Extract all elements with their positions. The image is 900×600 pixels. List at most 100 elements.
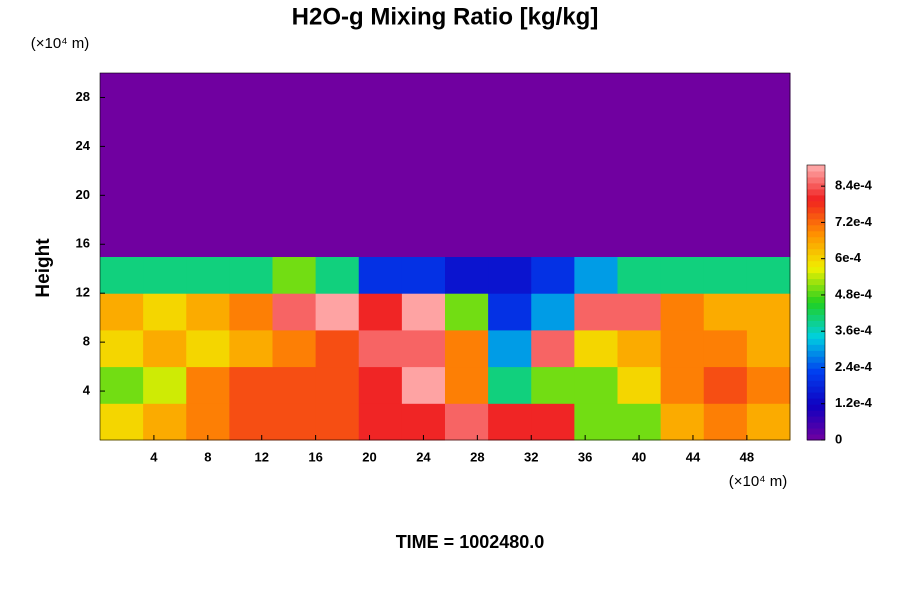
cell bbox=[401, 256, 446, 294]
cell bbox=[315, 73, 360, 111]
colorbar-frame bbox=[806, 164, 826, 441]
x-tick-label: 4 bbox=[150, 449, 158, 464]
cell bbox=[445, 293, 489, 331]
cell bbox=[488, 219, 532, 257]
colorbar-band bbox=[807, 296, 825, 303]
cell bbox=[272, 73, 317, 111]
cell bbox=[358, 183, 403, 221]
y-tick-label: 28 bbox=[76, 89, 90, 104]
cell bbox=[143, 293, 187, 331]
y-tick-label: 24 bbox=[76, 138, 91, 153]
colorbar-band bbox=[807, 344, 825, 351]
cell bbox=[358, 403, 403, 441]
cell bbox=[272, 403, 317, 441]
colorbar-band bbox=[807, 308, 825, 315]
colorbar-band bbox=[807, 224, 825, 232]
cell bbox=[143, 183, 187, 221]
cell bbox=[229, 329, 273, 368]
cell bbox=[488, 183, 532, 221]
cell bbox=[186, 293, 230, 331]
colorbar-tick-label: 1.2e-4 bbox=[835, 395, 873, 410]
cell bbox=[186, 329, 230, 368]
colorbar-band bbox=[807, 272, 825, 280]
cell bbox=[229, 73, 273, 111]
cell bbox=[488, 146, 532, 184]
x-tick-label: 28 bbox=[470, 449, 484, 464]
cell bbox=[143, 73, 187, 111]
colorbar-band bbox=[807, 188, 825, 196]
cell bbox=[574, 366, 618, 404]
y-unit: (×10⁴ m) bbox=[31, 35, 90, 52]
x-tick-label: 16 bbox=[308, 449, 322, 464]
cell bbox=[574, 146, 618, 184]
x-tick-label: 32 bbox=[524, 449, 538, 464]
colorbar-band bbox=[807, 398, 825, 405]
colorbar-band bbox=[807, 422, 825, 429]
colorbar-band bbox=[807, 404, 825, 411]
cell bbox=[617, 183, 662, 221]
cell bbox=[229, 256, 273, 294]
cell bbox=[186, 366, 230, 404]
cell bbox=[574, 109, 618, 147]
colorbar-band bbox=[807, 428, 825, 435]
cell bbox=[660, 146, 705, 184]
cell bbox=[143, 109, 187, 147]
x-tick-label: 8 bbox=[204, 449, 211, 464]
cell bbox=[746, 109, 791, 147]
cell bbox=[617, 219, 662, 257]
cell bbox=[143, 146, 187, 184]
cell bbox=[315, 403, 360, 441]
cell bbox=[617, 146, 662, 184]
x-tick-label: 44 bbox=[686, 449, 701, 464]
colorbar-band bbox=[807, 242, 825, 250]
cell bbox=[574, 293, 618, 331]
cell bbox=[746, 146, 791, 184]
cell bbox=[703, 366, 748, 404]
cell bbox=[143, 219, 187, 257]
cell bbox=[574, 73, 618, 111]
cell bbox=[315, 366, 360, 404]
cell bbox=[358, 146, 403, 184]
colorbar-band bbox=[807, 212, 825, 220]
cell bbox=[703, 73, 748, 111]
cell bbox=[703, 293, 748, 331]
cell bbox=[617, 329, 662, 368]
cell bbox=[100, 109, 144, 147]
cell bbox=[703, 183, 748, 221]
colorbar-band bbox=[807, 386, 825, 393]
colorbar-band bbox=[807, 194, 825, 202]
cell bbox=[531, 366, 575, 404]
cell bbox=[488, 403, 532, 441]
cell bbox=[272, 183, 317, 221]
cell bbox=[531, 293, 575, 331]
colorbar-band bbox=[807, 165, 825, 172]
cell bbox=[574, 256, 618, 294]
cell bbox=[186, 109, 230, 147]
colorbar-tick-label: 4.8e-4 bbox=[835, 286, 873, 301]
cell bbox=[746, 293, 791, 331]
cell bbox=[358, 73, 403, 111]
x-tick-label: 12 bbox=[254, 449, 268, 464]
cell bbox=[746, 329, 791, 368]
x-tick-label: 48 bbox=[740, 449, 754, 464]
cell bbox=[100, 256, 144, 294]
colorbar-band bbox=[807, 416, 825, 423]
cell bbox=[100, 293, 144, 331]
cell bbox=[272, 293, 317, 331]
cell bbox=[186, 219, 230, 257]
cell bbox=[272, 146, 317, 184]
cell bbox=[315, 293, 360, 331]
cell bbox=[445, 329, 489, 368]
colorbar-band bbox=[807, 176, 825, 184]
cell bbox=[746, 183, 791, 221]
colorbar-band bbox=[807, 356, 825, 363]
colorbar-band bbox=[807, 374, 825, 381]
cell bbox=[488, 73, 532, 111]
colorbar-band bbox=[807, 326, 825, 333]
cell bbox=[445, 219, 489, 257]
cell bbox=[229, 293, 273, 331]
cell bbox=[746, 366, 791, 404]
colorbar-band bbox=[807, 254, 825, 262]
cell bbox=[229, 146, 273, 184]
